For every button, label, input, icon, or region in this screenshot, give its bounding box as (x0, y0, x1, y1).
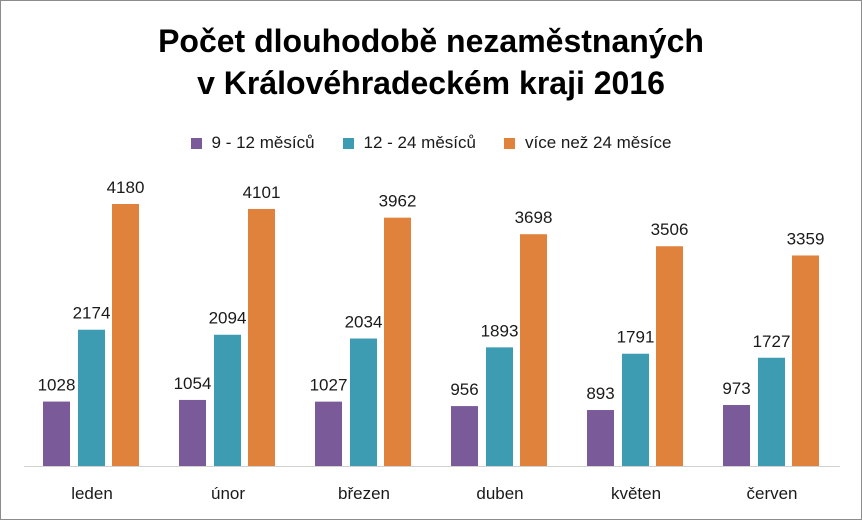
data-label-duben-series-1: 956 (450, 380, 478, 399)
legend-label-series-1: 9 - 12 měsíců (211, 133, 315, 152)
chart-legend: 9 - 12 měsíců 12 - 24 měsíců více než 24… (0, 132, 862, 154)
bar-červen-series-3 (792, 255, 819, 466)
data-label-červen-series-3: 3359 (787, 229, 825, 248)
legend-label-series-3: více než 24 měsíce (524, 133, 672, 152)
bar-květen-series-2 (622, 353, 649, 466)
bar-březen-series-3 (384, 217, 411, 466)
legend-label-series-2: 12 - 24 měsíců (363, 133, 476, 152)
category-label-červen: červen (746, 484, 797, 503)
bar-leden-series-1 (43, 401, 70, 466)
bar-březen-series-1 (315, 401, 342, 466)
bar-duben-series-1 (451, 406, 478, 466)
legend-swatch-series-3 (503, 137, 515, 149)
chart-title-line-1: Počet dlouhodobě nezaměstnaných (158, 23, 704, 59)
bar-duben-series-2 (486, 347, 513, 466)
data-label-únor-series-2: 2094 (209, 309, 247, 328)
category-label-únor: únor (211, 484, 245, 503)
bar-leden-series-2 (78, 329, 105, 466)
bar-červen-series-2 (758, 357, 785, 466)
data-label-červen-series-1: 973 (722, 379, 750, 398)
data-label-březen-series-2: 2034 (345, 313, 383, 332)
bar-únor-series-3 (248, 208, 275, 467)
data-label-leden-series-3: 4180 (107, 178, 145, 197)
bar-leden-series-3 (112, 204, 139, 466)
data-label-duben-series-2: 1893 (481, 321, 519, 340)
category-label-květen: květen (611, 484, 661, 503)
data-label-únor-series-1: 1054 (174, 374, 212, 393)
chart-title: Počet dlouhodobě nezaměstnaných v Králov… (0, 20, 862, 104)
legend-swatch-series-1 (190, 137, 202, 149)
category-label-duben: duben (476, 484, 523, 503)
bar-květen-series-1 (587, 410, 614, 466)
data-label-duben-series-3: 3698 (515, 208, 553, 227)
data-label-leden-series-2: 2174 (73, 304, 111, 323)
legend-item-series-1: 9 - 12 měsíců (190, 133, 315, 153)
data-label-květen-series-1: 893 (586, 384, 614, 403)
category-label-leden: leden (71, 484, 113, 503)
data-label-březen-series-1: 1027 (310, 376, 348, 395)
category-label-březen: březen (338, 484, 390, 503)
legend-item-series-2: 12 - 24 měsíců (342, 133, 476, 153)
data-label-březen-series-3: 3962 (379, 192, 417, 211)
bar-červen-series-1 (723, 405, 750, 466)
legend-swatch-series-2 (342, 137, 354, 149)
data-label-květen-series-2: 1791 (617, 328, 655, 347)
bar-únor-series-1 (179, 399, 206, 466)
bar-únor-series-2 (214, 334, 241, 466)
data-label-únor-series-3: 4101 (243, 183, 281, 202)
chart-title-line-2: v Královéhradeckém kraji 2016 (197, 65, 665, 101)
bar-duben-series-3 (520, 234, 547, 466)
legend-item-series-3: více než 24 měsíce (503, 133, 672, 153)
data-label-květen-series-3: 3506 (651, 220, 689, 239)
bar-březen-series-2 (350, 338, 377, 466)
data-label-červen-series-2: 1727 (753, 332, 791, 351)
data-label-leden-series-1: 1028 (38, 376, 76, 395)
bar-květen-series-3 (656, 246, 683, 466)
